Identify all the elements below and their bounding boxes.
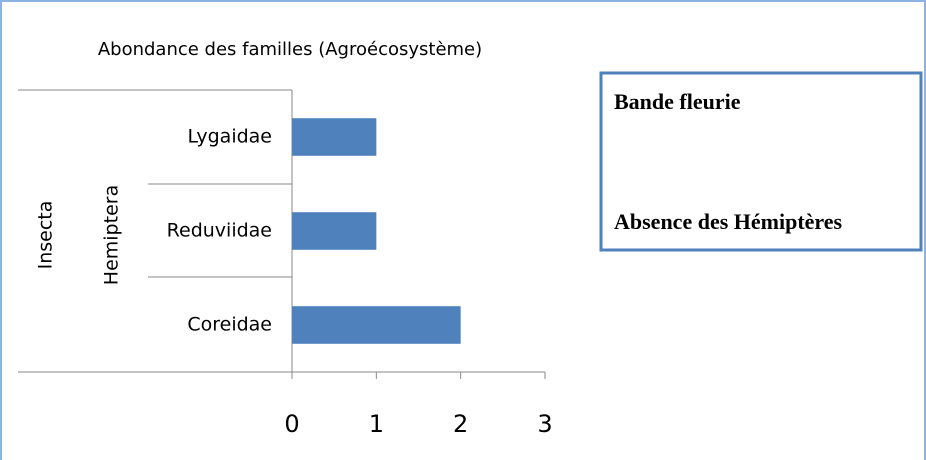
x-tick-label: 0: [284, 410, 299, 438]
x-tick-label: 1: [369, 410, 384, 438]
y-tick-label: Reduviidae: [167, 220, 272, 242]
y-tick-label: Coreidae: [187, 314, 272, 336]
group-label: Insecta: [35, 201, 57, 270]
note-text: Bande fleurie: [614, 89, 741, 114]
note-box: [599, 71, 923, 252]
bar: [292, 306, 461, 344]
y-tick-label: Lygaidae: [188, 126, 272, 148]
bar: [292, 118, 377, 156]
x-tick-label: 2: [453, 410, 468, 438]
x-tick-label: 3: [537, 410, 552, 438]
note-text: Absence des Hémiptères: [614, 209, 843, 234]
chart-title: Abondance des familles (Agroécosystème): [98, 39, 482, 60]
group-label: Hemiptera: [101, 185, 123, 285]
bar: [292, 212, 377, 250]
